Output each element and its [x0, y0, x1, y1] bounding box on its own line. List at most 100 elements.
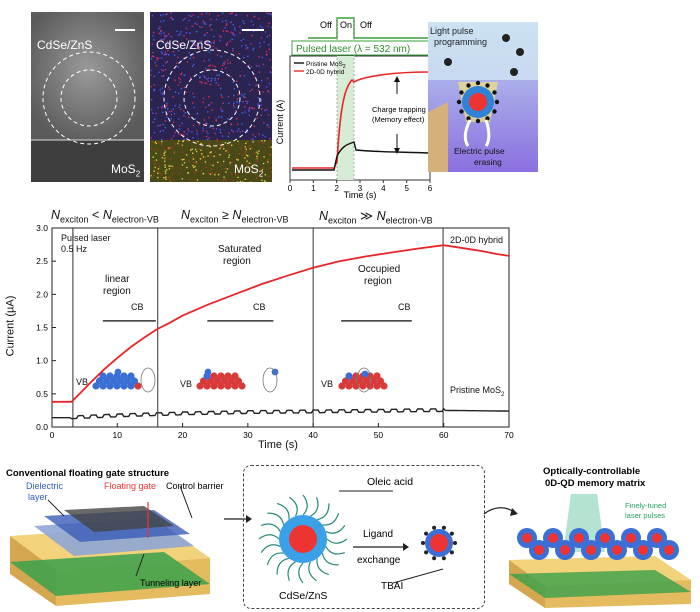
speckle-dot — [159, 26, 161, 28]
speckle-dot — [151, 141, 154, 143]
series-line-pristine — [52, 407, 509, 420]
speckle-dot — [176, 62, 178, 64]
speckle-dot — [215, 47, 217, 50]
speckle-dot — [167, 86, 170, 88]
lattice-atom — [116, 377, 125, 385]
pristine-label: Pristine MoS2 — [450, 385, 505, 398]
speckle-dot — [239, 152, 241, 155]
speckle-dot — [178, 173, 180, 175]
speckle-dot — [217, 179, 219, 181]
matrix-qd-core — [548, 533, 558, 543]
dielectric-label-1: Dielectric — [26, 481, 64, 491]
speckle-dot — [170, 16, 172, 19]
speckle-dot — [225, 44, 228, 46]
speckle-dot — [244, 151, 247, 153]
speckle-dot — [222, 145, 224, 148]
speckle-dot — [264, 140, 266, 142]
speckle-dot — [168, 176, 170, 179]
speckle-dot — [244, 152, 246, 154]
speckle-dot — [183, 86, 186, 89]
speckle-dot — [192, 124, 195, 127]
micrograph-right: CdSe/ZnS MoS2 — [150, 12, 272, 182]
speckle-dot — [261, 179, 263, 182]
speckle-dot — [173, 167, 175, 169]
speckle-dot — [159, 172, 161, 174]
speckle-dot — [169, 147, 172, 149]
speckle-dot — [168, 165, 170, 167]
speckle-dot — [248, 162, 251, 164]
speckle-dot — [207, 132, 209, 135]
speckle-dot — [246, 15, 248, 17]
speckle-dot — [232, 47, 234, 50]
electron — [204, 368, 212, 376]
speckle-dot — [235, 80, 238, 82]
speckle-dot — [195, 44, 197, 47]
speckle-dot — [252, 30, 255, 32]
speckle-dot — [201, 40, 203, 43]
speckle-dot — [267, 161, 269, 163]
top-xtick-label: 2 — [334, 184, 339, 193]
speckle-dot — [160, 38, 162, 41]
speckle-dot — [151, 108, 153, 111]
region-1-label-1: linear — [105, 274, 130, 285]
speckle-dot — [236, 158, 238, 161]
speckle-dot — [228, 156, 230, 159]
speckle-dot — [239, 131, 241, 133]
speckle-dot — [177, 84, 180, 86]
laser-pulse-waveform — [308, 17, 428, 39]
speckle-dot — [169, 178, 172, 181]
speckle-dot — [179, 33, 181, 35]
speckle-dot — [188, 52, 190, 54]
speckle-dot — [162, 70, 164, 72]
main-chart: 0.0 0.5 1.0 1.5 2.0 2.5 3.0 0 10 20 30 40 50 60 70 — [36, 223, 514, 440]
speckle-dot — [165, 105, 167, 107]
speckle-dot — [227, 95, 230, 98]
speckle-dot — [172, 173, 174, 175]
vb-label-1: VB — [76, 377, 89, 387]
speckle-dot — [172, 147, 174, 149]
speckle-dot — [160, 20, 162, 23]
speckle-dot — [207, 155, 209, 157]
speckle-dot — [270, 167, 272, 169]
speckle-dot — [165, 176, 167, 178]
speckle-dot — [160, 30, 162, 32]
oleic-ligand — [287, 561, 296, 581]
speckle-dot — [170, 35, 172, 38]
speckle-dot — [211, 109, 213, 111]
legend-hybrid: 2D-0D hybrid — [306, 69, 345, 76]
lattice-atom — [106, 372, 114, 380]
floating-gate-schematic: Conventional floating gate structure Die… — [6, 468, 224, 606]
speckle-dot — [247, 100, 249, 102]
speckle-dot — [271, 179, 272, 181]
speckle-dot — [225, 171, 227, 173]
speckle-dot — [198, 46, 200, 49]
speckle-dot — [168, 147, 170, 149]
lattice-atom — [123, 377, 132, 385]
speckle-dot — [232, 49, 234, 52]
speckle-dot — [182, 58, 185, 60]
ytick-label: 3.0 — [36, 223, 48, 233]
speckle-dot — [164, 43, 166, 45]
speckle-dot — [233, 106, 236, 108]
speckle-dot — [248, 110, 250, 112]
speckle-dot — [182, 134, 184, 136]
speckle-dot — [210, 102, 213, 104]
speckle-dot — [238, 128, 240, 130]
speckle-dot — [246, 131, 248, 133]
speckle-dot — [160, 57, 163, 59]
speckle-dot — [264, 31, 267, 33]
speckle-dot — [164, 166, 166, 168]
speckle-dot — [265, 108, 268, 111]
speckle-dot — [192, 65, 194, 67]
ytick-label: 1.0 — [36, 356, 48, 366]
speckle-dot — [254, 173, 257, 176]
speckle-dot — [218, 74, 220, 76]
speckle-dot — [189, 32, 191, 34]
speckle-dot — [160, 138, 163, 141]
speckle-dot — [155, 64, 158, 67]
speckle-dot — [167, 79, 169, 81]
speckle-dot — [200, 145, 203, 147]
tbai-ligand — [441, 556, 446, 561]
speckle-dot — [264, 136, 266, 138]
speckle-dot — [153, 160, 155, 162]
